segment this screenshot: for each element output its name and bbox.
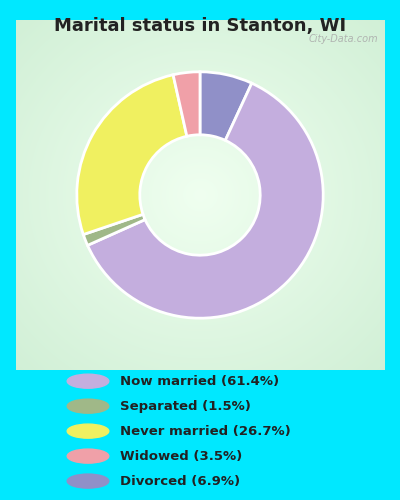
Circle shape [67, 399, 109, 413]
Text: Divorced (6.9%): Divorced (6.9%) [120, 474, 240, 488]
Text: Never married (26.7%): Never married (26.7%) [120, 424, 291, 438]
Circle shape [67, 449, 109, 463]
Wedge shape [88, 83, 323, 318]
Wedge shape [200, 72, 252, 140]
Wedge shape [173, 72, 200, 136]
Text: Separated (1.5%): Separated (1.5%) [120, 400, 251, 412]
Text: Widowed (3.5%): Widowed (3.5%) [120, 450, 242, 462]
Circle shape [67, 374, 109, 388]
Wedge shape [83, 214, 145, 246]
Text: Now married (61.4%): Now married (61.4%) [120, 374, 279, 388]
Wedge shape [77, 75, 187, 234]
Circle shape [67, 474, 109, 488]
Text: Marital status in Stanton, WI: Marital status in Stanton, WI [54, 17, 346, 35]
Text: City-Data.com: City-Data.com [309, 34, 378, 44]
Circle shape [67, 424, 109, 438]
